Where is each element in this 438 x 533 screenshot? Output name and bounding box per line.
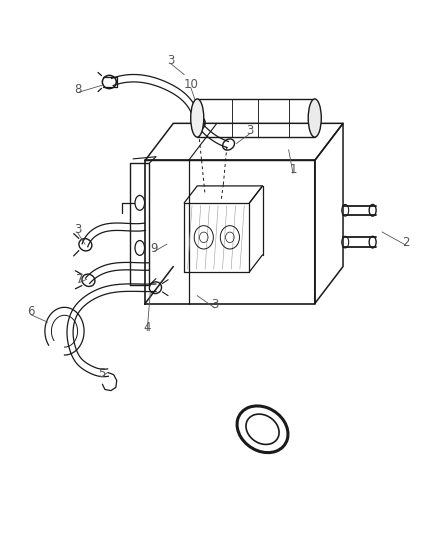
Text: 4: 4 [143, 321, 151, 334]
Text: 6: 6 [27, 305, 35, 318]
Text: 3: 3 [74, 223, 81, 236]
Text: 8: 8 [74, 84, 81, 96]
Text: 10: 10 [183, 78, 198, 91]
Text: 9: 9 [150, 242, 158, 255]
Text: 3: 3 [261, 429, 268, 442]
Text: 1: 1 [289, 164, 297, 176]
Ellipse shape [308, 99, 321, 137]
Text: 3: 3 [167, 54, 175, 67]
Text: 3: 3 [246, 124, 253, 138]
Text: 7: 7 [76, 273, 84, 286]
Ellipse shape [191, 99, 204, 137]
Ellipse shape [243, 411, 282, 447]
Text: 2: 2 [403, 236, 410, 248]
Text: 5: 5 [98, 367, 105, 380]
Text: 3: 3 [211, 298, 218, 311]
